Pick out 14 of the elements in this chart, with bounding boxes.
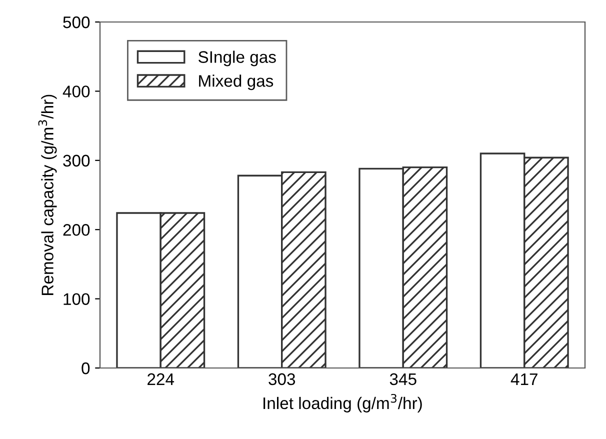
x-tick-label: 303: [268, 373, 296, 386]
y-tick-label: 200: [63, 224, 90, 236]
legend-label: SIngle gas: [198, 50, 276, 66]
y-tick-label: 500: [63, 16, 90, 28]
x-tick-label: 224: [148, 373, 174, 385]
x-tick-label: 417: [510, 373, 538, 385]
y-tick-label: 400: [62, 86, 90, 98]
y-tick-label: 300: [63, 154, 90, 167]
x-tick-label: 345: [390, 373, 416, 386]
y-axis-title: Removal capacity (g/m$^{3}$/hr): [38, 94, 57, 295]
y-tick-label: 0: [82, 362, 90, 374]
legend-label: Mixed gas: [199, 74, 274, 90]
x-axis-title: Inlet loading (g/m$^{3}$/hr): [264, 394, 422, 412]
y-tick-label: 100: [64, 293, 90, 306]
